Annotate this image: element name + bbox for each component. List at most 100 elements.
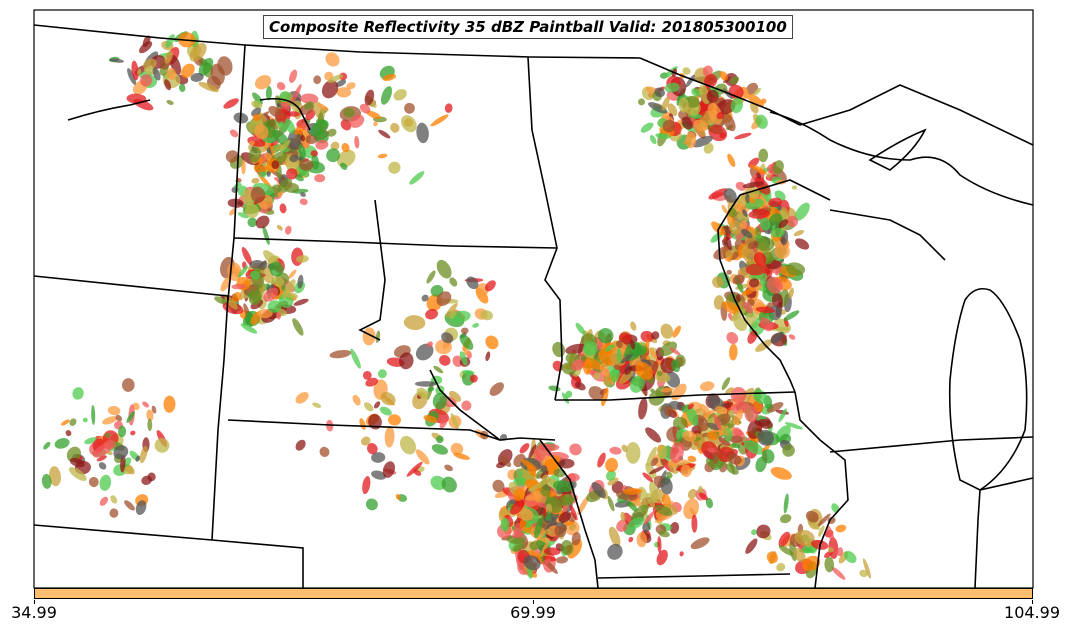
reflectivity-blob: [698, 492, 709, 501]
reflectivity-blob: [741, 301, 754, 314]
reflectivity-blob: [628, 536, 634, 543]
reflectivity-blob: [690, 537, 710, 550]
reflectivity-blob: [574, 381, 586, 391]
reflectivity-blob: [461, 327, 469, 334]
reflectivity-blob: [607, 477, 619, 486]
reflectivity-blob: [710, 231, 723, 243]
reflectivity-blob: [748, 197, 755, 204]
reflectivity-blob: [630, 504, 649, 522]
reflectivity-blob: [640, 122, 654, 133]
reflectivity-blob: [626, 517, 645, 530]
reflectivity-blob: [745, 263, 766, 276]
reflectivity-blob: [558, 511, 571, 524]
reflectivity-blob: [527, 550, 544, 561]
reflectivity-blob: [248, 146, 261, 163]
reflectivity-blob: [613, 364, 622, 371]
reflectivity-blob: [251, 177, 260, 184]
reflectivity-blob: [558, 458, 575, 469]
reflectivity-blob: [729, 401, 749, 415]
reflectivity-blob: [373, 121, 378, 127]
reflectivity-blob: [636, 532, 648, 548]
reflectivity-blob: [786, 215, 799, 228]
reflectivity-blob: [430, 475, 446, 491]
reflectivity-blob: [466, 276, 479, 290]
reflectivity-blob: [453, 452, 470, 460]
reflectivity-blob: [651, 331, 660, 340]
reflectivity-blob: [678, 97, 689, 113]
reflectivity-blob: [88, 476, 99, 488]
reflectivity-blob: [646, 446, 657, 466]
reflectivity-blob: [729, 220, 743, 235]
reflectivity-blob: [459, 351, 468, 366]
reflectivity-blob: [747, 241, 759, 250]
reflectivity-blob: [413, 469, 422, 476]
reflectivity-blob: [151, 405, 157, 414]
paintball-blobs: [41, 30, 872, 580]
reflectivity-blob: [630, 321, 637, 331]
reflectivity-blob: [601, 387, 609, 407]
reflectivity-blob: [165, 34, 175, 48]
reflectivity-blob: [164, 79, 172, 91]
reflectivity-blob: [545, 503, 553, 515]
state-boundaries: [33, 24, 1034, 589]
reflectivity-blob: [693, 119, 708, 132]
reflectivity-blob: [795, 238, 810, 250]
reflectivity-blob: [127, 68, 137, 85]
reflectivity-blob: [818, 525, 825, 537]
reflectivity-blob: [759, 217, 771, 231]
reflectivity-blob: [271, 160, 280, 170]
reflectivity-blob: [231, 283, 247, 290]
reflectivity-blob: [449, 309, 457, 320]
reflectivity-blob: [292, 318, 304, 336]
reflectivity-blob: [742, 209, 748, 217]
reflectivity-blob: [558, 496, 575, 505]
reflectivity-blob: [299, 159, 314, 171]
reflectivity-blob: [528, 444, 537, 459]
reflectivity-blob: [714, 406, 728, 415]
reflectivity-blob: [619, 369, 634, 384]
reflectivity-blob: [252, 114, 260, 122]
reflectivity-blob: [783, 493, 789, 514]
reflectivity-blob: [181, 63, 195, 78]
reflectivity-blob: [287, 292, 299, 299]
reflectivity-blob: [43, 441, 51, 450]
reflectivity-blob: [327, 74, 344, 83]
reflectivity-blob: [753, 252, 767, 266]
reflectivity-blob: [461, 370, 475, 375]
reflectivity-blob: [680, 464, 692, 477]
reflectivity-blob: [249, 140, 255, 146]
reflectivity-blob: [654, 87, 666, 98]
reflectivity-blob: [556, 556, 568, 564]
reflectivity-blob: [623, 488, 643, 495]
reflectivity-blob: [143, 58, 157, 70]
reflectivity-blob: [305, 134, 319, 145]
colorbar-tick-mid: [533, 600, 534, 604]
reflectivity-blob: [41, 473, 52, 489]
reflectivity-blob: [377, 369, 387, 379]
reflectivity-blob: [756, 524, 771, 539]
reflectivity-blob: [669, 347, 681, 356]
reflectivity-blob: [113, 445, 129, 460]
reflectivity-blob: [668, 400, 683, 410]
reflectivity-blob: [297, 274, 304, 289]
reflectivity-blob: [523, 555, 541, 571]
reflectivity-blob: [401, 115, 417, 133]
reflectivity-blob: [365, 498, 378, 511]
reflectivity-blob: [859, 569, 868, 578]
reflectivity-blob: [571, 532, 581, 546]
reflectivity-blob: [315, 139, 329, 150]
reflectivity-blob: [96, 455, 107, 462]
reflectivity-blob: [313, 75, 322, 85]
reflectivity-blob: [288, 269, 297, 279]
reflectivity-blob: [277, 178, 293, 194]
reflectivity-blob: [164, 50, 174, 64]
reflectivity-blob: [244, 203, 260, 218]
reflectivity-blob: [560, 539, 574, 556]
colorbar-label-min: 34.99: [11, 603, 57, 622]
reflectivity-blob: [253, 157, 264, 170]
reflectivity-blob: [139, 41, 153, 54]
reflectivity-blob: [770, 228, 785, 238]
reflectivity-blob: [346, 82, 356, 90]
reflectivity-blob: [198, 57, 214, 76]
reflectivity-blob: [534, 517, 543, 539]
